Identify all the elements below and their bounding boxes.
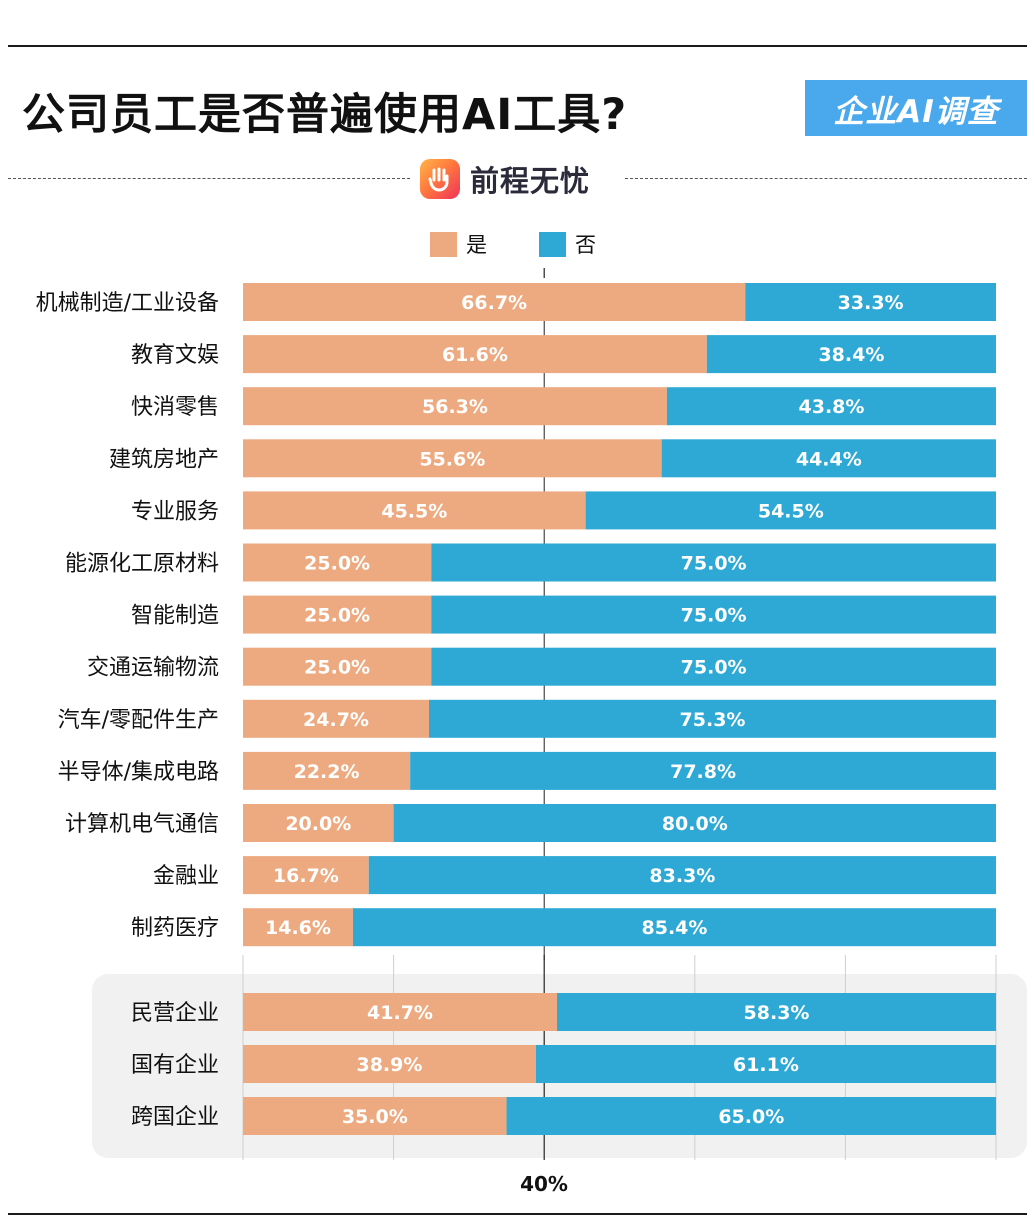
industry-label-yes-5: 25.0% [304,553,370,575]
industry-label-yes-10: 20.0% [285,813,351,835]
industry-bar-no-12 [352,908,996,947]
industry-label-yes-11: 16.7% [273,865,339,887]
industry-label-yes-12: 14.6% [265,917,331,939]
ownership-bar-yes-2 [243,1097,507,1135]
survey-badge: 企业AI调查 [805,80,1027,136]
chart-legend: 是 否 [430,229,648,259]
industry-label-yes-3: 55.6% [419,448,485,470]
divider-left [8,178,410,179]
industry-category-3: 建筑房地产 [109,447,219,472]
industry-bar-yes-8 [243,699,429,738]
top-rule [8,45,1027,47]
industry-bar-yes-6 [243,595,432,634]
industry-label-no-9: 77.8% [670,761,736,783]
ownership-label-yes-2: 35.0% [342,1106,408,1128]
bottom-rule [8,1213,1027,1215]
industry-label-yes-1: 61.6% [442,344,508,366]
industry-bar-yes-4 [243,491,586,530]
industry-bar-no-9 [410,751,996,790]
industry-category-4: 专业服务 [131,499,219,524]
ownership-label-yes-1: 38.9% [356,1054,422,1076]
industry-bar-no-4 [585,491,996,530]
industry-bar-no-2 [666,387,996,426]
ownership-category-1: 国有企业 [131,1053,219,1078]
ownership-label-no-1: 61.1% [733,1054,799,1076]
ownership-bar-no-1 [535,1045,996,1083]
industry-bar-yes-0 [243,283,746,321]
industry-category-7: 交通运输物流 [87,656,219,681]
industry-label-no-7: 75.0% [681,657,747,679]
industry-category-12: 制药医疗 [131,916,219,941]
industry-label-yes-6: 25.0% [304,605,370,627]
industry-bar-no-5 [431,543,996,582]
ownership-label-no-0: 58.3% [744,1002,810,1024]
ownership-bar-yes-1 [243,1045,536,1083]
industry-bar-no-3 [661,439,996,478]
industry-label-yes-0: 66.7% [461,292,527,314]
ownership-category-0: 民营企业 [131,1001,219,1026]
industry-label-no-11: 83.3% [649,865,715,887]
ownership-category-2: 跨国企业 [131,1105,219,1130]
industry-category-10: 计算机电气通信 [65,812,219,837]
industry-label-no-3: 44.4% [796,448,862,470]
industry-label-no-4: 54.5% [758,500,824,522]
hand-logo-icon [420,159,460,199]
ownership-label-yes-0: 41.7% [367,1002,433,1024]
industry-bar-no-11 [368,856,997,895]
divider-right [625,178,1027,179]
industry-label-yes-9: 22.2% [294,761,360,783]
industry-bar-yes-11 [243,856,369,895]
page-title: 公司员工是否普遍使用AI工具? [22,90,628,140]
industry-bar-no-0 [745,283,996,321]
industry-bar-no-10 [393,804,997,842]
ownership-bar-yes-0 [243,993,558,1031]
industry-label-no-6: 75.0% [681,605,747,627]
ownership-bar-no-2 [506,1097,996,1135]
brand-name: 前程无忧 [470,164,591,198]
industry-label-yes-2: 56.3% [422,396,488,418]
industry-bar-yes-12 [243,908,353,947]
x-tick-label-40: 40% [520,1172,568,1196]
industry-category-0: 机械制造/工业设备 [36,291,219,316]
industry-bar-no-7 [431,647,996,686]
industry-bar-yes-10 [243,804,394,842]
industry-bar-no-1 [706,335,996,374]
industry-label-no-5: 75.0% [681,553,747,575]
industry-bar-yes-7 [243,647,432,686]
legend-swatch-yes [430,231,457,257]
industry-category-6: 智能制造 [131,604,219,629]
legend-swatch-no [539,231,566,257]
industry-category-9: 半导体/集成电路 [58,760,219,785]
brand-logo: 前程无忧 [420,158,590,200]
industry-category-5: 能源化工原材料 [65,552,219,577]
legend-item-yes: 是 [430,229,487,259]
industry-bar-yes-1 [243,335,707,374]
industry-label-no-0: 33.3% [838,292,904,314]
industry-label-no-10: 80.0% [662,813,728,835]
industry-label-yes-8: 24.7% [303,709,369,731]
ownership-bar-no-0 [557,993,996,1031]
ownership-label-no-2: 65.0% [718,1106,784,1128]
industry-label-no-8: 75.3% [680,709,746,731]
legend-label-yes: 是 [466,233,487,257]
industry-bar-yes-2 [243,387,667,426]
legend-label-no: 否 [575,233,596,257]
industry-label-no-1: 38.4% [818,344,884,366]
legend-item-no: 否 [539,229,596,259]
industry-category-1: 教育文娱 [131,343,219,368]
industry-category-11: 金融业 [153,864,219,889]
industry-label-no-12: 85.4% [642,917,708,939]
industry-bar-no-8 [428,699,997,738]
industry-bar-no-6 [431,595,996,634]
industry-bar-yes-5 [243,543,432,582]
industry-bar-yes-9 [243,751,411,790]
industry-category-8: 汽车/零配件生产 [58,708,219,733]
industry-label-yes-7: 25.0% [304,657,370,679]
industry-label-yes-4: 45.5% [381,500,447,522]
industry-label-no-2: 43.8% [799,396,865,418]
industry-bar-yes-3 [243,439,662,478]
industry-category-2: 快消零售 [131,395,219,420]
